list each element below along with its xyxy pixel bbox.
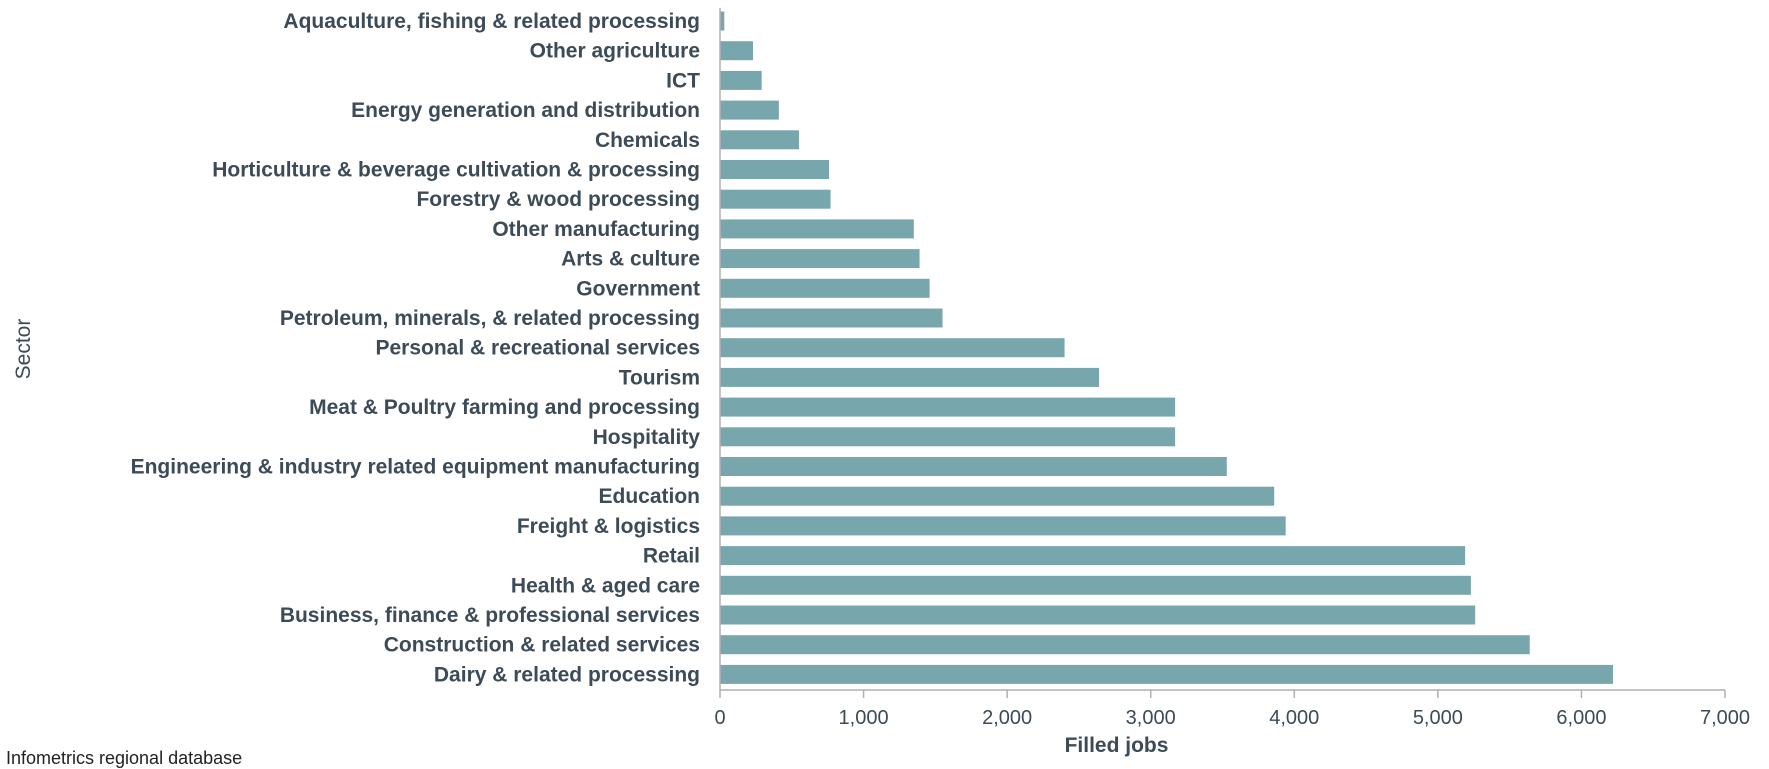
footer-note: Infometrics regional database <box>6 748 243 768</box>
bar <box>720 70 762 90</box>
category-label: Hospitality <box>593 426 701 449</box>
bar <box>720 338 1065 358</box>
bar <box>720 160 830 179</box>
category-label: Arts & culture <box>561 248 700 271</box>
x-axis-ticks: 0 1,000 2,000 3,000 4,000 5,000 6,000 7,000 <box>714 690 1750 729</box>
bar <box>720 605 1476 625</box>
bar <box>720 575 1471 595</box>
category-label: ICT <box>666 69 700 92</box>
x-tick-label: 3,000 <box>1126 707 1176 729</box>
bar <box>720 397 1176 417</box>
category-label: Chemicals <box>595 129 700 152</box>
category-label: Business, finance & professional service… <box>280 604 700 627</box>
x-axis-title: Filled jobs <box>1065 734 1169 757</box>
category-label: Education <box>598 485 700 508</box>
x-tick-label: 7,000 <box>1700 707 1750 729</box>
x-tick-label: 0 <box>714 707 725 729</box>
x-tick-label: 1,000 <box>839 707 889 729</box>
bar <box>720 308 943 328</box>
category-label: Aquaculture, fishing & related processin… <box>283 10 700 33</box>
category-label: Retail <box>643 545 700 568</box>
y-axis-title: Sector <box>12 319 35 380</box>
category-label: Government <box>576 277 700 300</box>
bar <box>720 427 1176 447</box>
category-label: Engineering & industry related equipment… <box>131 456 700 479</box>
x-tick-label: 5,000 <box>1413 707 1463 729</box>
category-label: Forestry & wood processing <box>416 188 700 211</box>
x-tick-label: 4,000 <box>1269 707 1319 729</box>
bar <box>720 41 754 61</box>
bar <box>720 516 1286 536</box>
bar <box>720 546 1466 566</box>
bars-group <box>720 11 1614 684</box>
category-label: Construction & related services <box>384 634 700 657</box>
bar <box>720 664 1614 684</box>
bar <box>720 11 725 31</box>
category-label: Other agriculture <box>530 40 700 63</box>
bar <box>720 367 1100 387</box>
category-label: Tourism <box>619 366 700 389</box>
category-label: Petroleum, minerals, & related processin… <box>280 307 700 330</box>
x-tick-label: 2,000 <box>982 707 1032 729</box>
category-label: Horticulture & beverage cultivation & pr… <box>212 159 700 182</box>
bar <box>720 130 799 150</box>
category-labels: Aquaculture, fishing & related processin… <box>131 10 701 686</box>
bar <box>720 635 1530 655</box>
category-label: Energy generation and distribution <box>351 99 700 122</box>
bar <box>720 486 1275 506</box>
category-label: Health & aged care <box>511 574 700 597</box>
bar <box>720 219 914 239</box>
category-label: Dairy & related processing <box>434 663 700 686</box>
category-label: Meat & Poultry farming and processing <box>309 396 700 419</box>
bar <box>720 100 779 120</box>
x-tick-label: 6,000 <box>1556 707 1606 729</box>
bar <box>720 278 930 298</box>
bar <box>720 457 1227 476</box>
category-label: Freight & logistics <box>517 515 700 538</box>
category-label: Other manufacturing <box>492 218 700 241</box>
category-label: Personal & recreational services <box>375 337 700 360</box>
bar <box>720 189 831 209</box>
bar <box>720 249 920 269</box>
